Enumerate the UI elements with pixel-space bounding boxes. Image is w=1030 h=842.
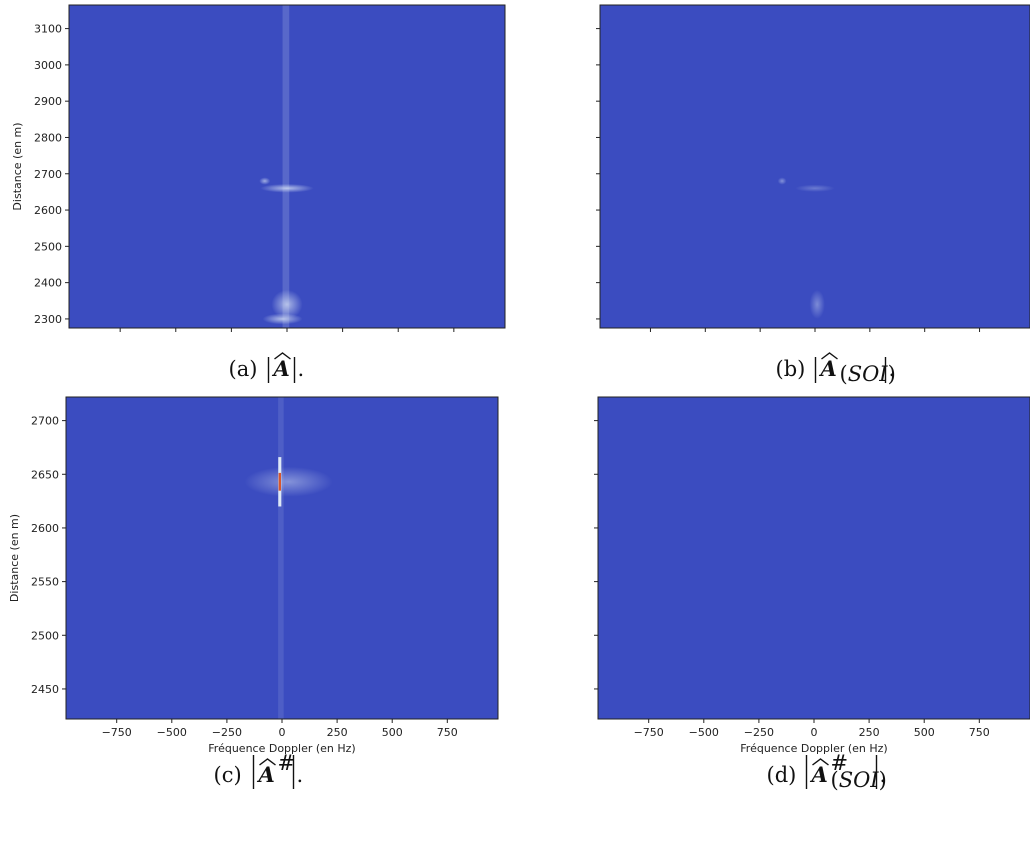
caption-subscript: (SOI) xyxy=(840,362,896,386)
y-tick-label: 2600 xyxy=(34,204,62,217)
y-tick-label: 3000 xyxy=(34,59,62,72)
heatmap-blob xyxy=(809,289,825,319)
heatmap-features xyxy=(244,397,333,719)
x-tick-label: 500 xyxy=(382,726,403,739)
y-tick-label: 2700 xyxy=(34,168,62,181)
y-tick-label: 2650 xyxy=(31,468,59,481)
y-tick-label: 2600 xyxy=(31,522,59,535)
caption-subscript: (SOI) xyxy=(831,768,887,792)
y-tick-label: 2400 xyxy=(34,277,62,290)
caption-hat xyxy=(274,352,291,360)
y-tick-label: 2500 xyxy=(34,240,62,253)
y-tick-label: 2550 xyxy=(31,576,59,589)
heatmap-blob xyxy=(259,177,271,185)
panel-a: 2300 2400 2500 2600 2700 2800 2900 3000 3100 Dist… xyxy=(11,4,506,383)
y-tick-label: 2900 xyxy=(34,95,62,108)
heatmap-blob xyxy=(260,183,314,193)
y-tick-label: 3100 xyxy=(34,23,62,36)
caption-hat xyxy=(259,758,276,766)
caption-period: . xyxy=(880,763,887,787)
y-tick-label: 2800 xyxy=(34,131,62,144)
panel-d: −750 −500 −250 0 250 500 750 Fréquence Doppler … xyxy=(594,396,1030,792)
panel-b: (b) A (SOI). xyxy=(596,4,1030,386)
heatmap-background xyxy=(69,5,505,328)
caption-period: . xyxy=(297,763,304,787)
heatmap-blob xyxy=(777,177,787,185)
panel-caption: (d) A #(SOI). xyxy=(767,751,887,792)
panel-c: −750 −500 −250 0 250 500 750 2450 2500 2550 2600 26… xyxy=(8,396,499,789)
x-tick-label: −750 xyxy=(102,726,132,739)
y-tick-label: 2300 xyxy=(34,313,62,326)
y-tick-label: 2500 xyxy=(31,629,59,642)
heatmap-blob xyxy=(262,313,303,325)
caption-hat xyxy=(821,352,838,360)
caption-symbol: A xyxy=(257,762,275,787)
heatmap-background xyxy=(600,5,1030,328)
panel-caption: (b) A (SOI). xyxy=(776,352,896,386)
heatmap-peak xyxy=(278,472,281,491)
caption-period: . xyxy=(298,357,305,381)
x-tick-label: −500 xyxy=(157,726,187,739)
x-axis-label: Fréquence Doppler (en Hz) xyxy=(208,742,355,755)
y-tick-label: 2450 xyxy=(31,683,59,696)
y-tick-label: 2700 xyxy=(31,415,59,428)
x-tick-label: −250 xyxy=(212,726,242,739)
caption-hat xyxy=(812,758,829,766)
heatmap-blob xyxy=(271,289,303,319)
x-tick-label: −250 xyxy=(744,726,774,739)
panel-caption: (c) A #. xyxy=(214,751,304,789)
caption-label: (b) xyxy=(776,357,806,381)
heatmap-blob xyxy=(244,466,333,497)
caption-label: (a) xyxy=(229,357,258,381)
caption-label: (c) xyxy=(214,763,242,787)
x-tick-label: 0 xyxy=(811,726,818,739)
caption-symbol: A xyxy=(819,356,837,381)
x-tick-label: 0 xyxy=(279,726,286,739)
x-axis-label: Fréquence Doppler (en Hz) xyxy=(740,742,887,755)
x-tick-label: 750 xyxy=(437,726,458,739)
x-tick-label: −500 xyxy=(689,726,719,739)
x-tick-label: −750 xyxy=(634,726,664,739)
caption-label: (d) xyxy=(767,763,797,787)
caption-symbol: A xyxy=(810,762,828,787)
caption-period: . xyxy=(889,357,896,381)
x-tick-label: 750 xyxy=(969,726,990,739)
caption-superscript: # xyxy=(831,751,849,775)
x-tick-label: 250 xyxy=(327,726,348,739)
heatmap-background xyxy=(598,397,1030,719)
heatmap-features xyxy=(259,5,314,328)
heatmap-vertical-band xyxy=(282,5,290,328)
heatmap-background xyxy=(66,397,498,719)
x-tick-label: 500 xyxy=(914,726,935,739)
y-axis-label: Distance (en m) xyxy=(11,122,24,210)
x-tick-label: 250 xyxy=(859,726,880,739)
y-axis-label: Distance (en m) xyxy=(8,514,21,602)
heatmap-features xyxy=(777,177,835,319)
heatmap-vertical-band xyxy=(278,397,284,719)
caption-symbol: A xyxy=(272,356,290,381)
caption-superscript: # xyxy=(278,751,296,775)
heatmap-blob xyxy=(795,184,835,192)
panel-caption: (a) A. xyxy=(229,352,305,383)
